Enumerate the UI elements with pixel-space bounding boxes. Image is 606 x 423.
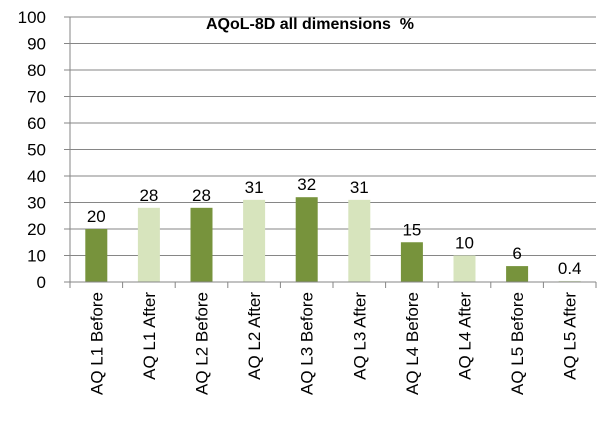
- x-tick-label: AQ L4 Before: [403, 292, 422, 395]
- x-tick-label: AQ L4 After: [456, 292, 475, 380]
- y-tick-labels: 0 10 20 30 40 50 60 70 80 90 100: [18, 8, 46, 292]
- data-label: 32: [297, 175, 316, 194]
- y-tick-label: 0: [37, 273, 46, 292]
- x-tick-label: AQ L2 After: [245, 292, 264, 380]
- bar: [295, 197, 318, 282]
- y-tick-label: 70: [27, 88, 46, 107]
- axes: [69, 17, 597, 288]
- y-tick-label: 10: [27, 247, 46, 266]
- bar: [506, 266, 529, 282]
- x-tick-label: AQ L2 Before: [193, 292, 212, 395]
- y-tick-label: 50: [27, 141, 46, 160]
- y-tick-label: 20: [27, 220, 46, 239]
- y-tick-label: 90: [27, 35, 46, 54]
- bar: [453, 255, 476, 282]
- chart-title: AQoL-8D all dimensions %: [206, 16, 414, 33]
- x-tick-label: AQ L5 After: [561, 292, 580, 380]
- y-tick-label: 30: [27, 194, 46, 213]
- data-label: 28: [139, 186, 158, 205]
- data-label: 31: [350, 178, 369, 197]
- bar: [558, 280, 581, 282]
- bar: [243, 199, 266, 282]
- x-tick-label: AQ L3 Before: [298, 292, 317, 395]
- data-label: 10: [455, 234, 474, 253]
- x-tick-labels: AQ L1 Before AQ L1 After AQ L2 Before AQ L2…: [87, 292, 579, 395]
- y-tick-label: 100: [18, 8, 46, 27]
- data-labels: 20 28 28 31 32 31 15 10 6 0.4: [87, 175, 582, 278]
- bar: [85, 229, 108, 282]
- data-label: 0.4: [558, 259, 582, 278]
- data-label: 15: [402, 220, 421, 239]
- bar: [400, 242, 423, 282]
- y-tick-label: 80: [27, 61, 46, 80]
- bar: [137, 207, 160, 282]
- x-tick-label: AQ L5 Before: [508, 292, 527, 395]
- data-label: 20: [87, 207, 106, 226]
- data-label: 6: [512, 244, 521, 263]
- x-tick-label: AQ L1 After: [140, 292, 159, 380]
- x-tick-label: AQ L1 Before: [87, 292, 106, 395]
- y-tick-label: 60: [27, 114, 46, 133]
- data-label: 28: [192, 186, 211, 205]
- bar: [348, 199, 371, 282]
- y-tick-label: 40: [27, 167, 46, 186]
- data-label: 31: [245, 178, 264, 197]
- bar: [190, 207, 213, 282]
- gridlines: [64, 16, 596, 283]
- x-tick-label: AQ L3 After: [350, 292, 369, 380]
- bars: [85, 197, 581, 282]
